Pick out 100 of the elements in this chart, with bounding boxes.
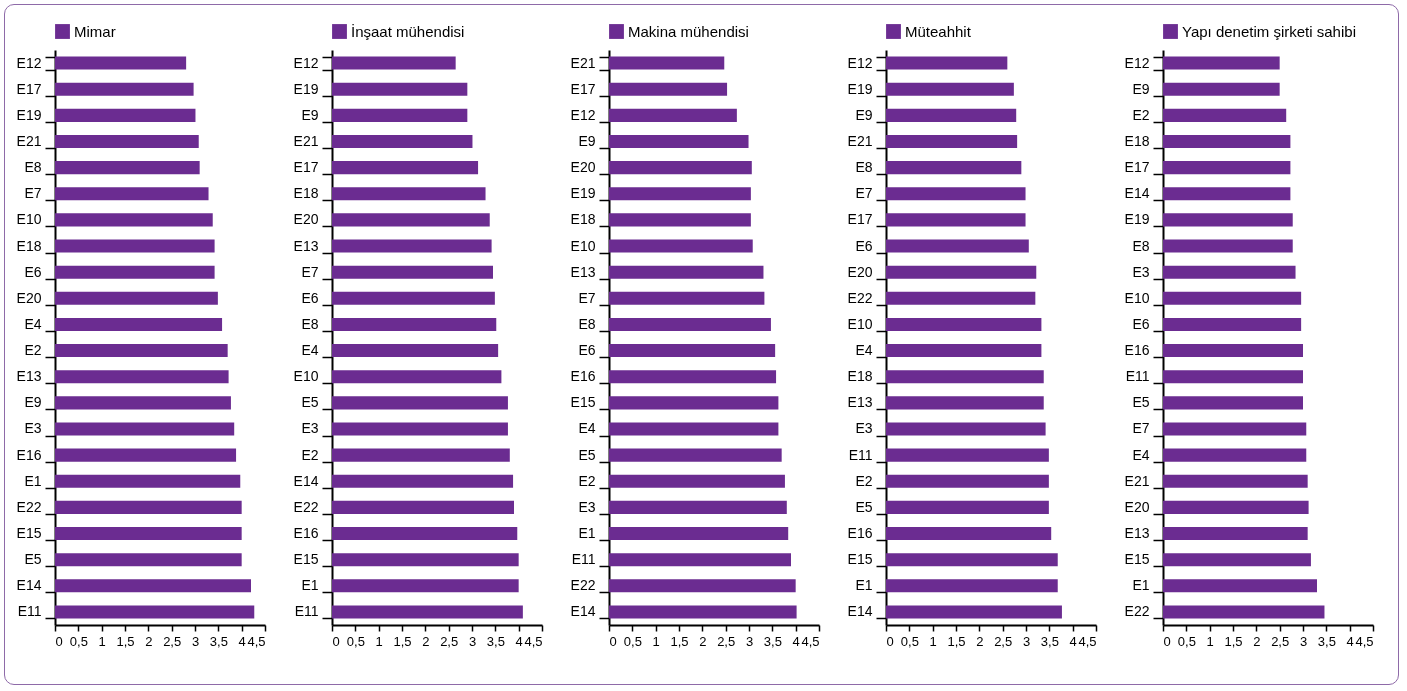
bar — [55, 370, 229, 384]
y-tick-label: E19 — [847, 80, 873, 97]
bar — [609, 370, 777, 384]
bar — [886, 370, 1044, 384]
bar — [609, 161, 752, 175]
x-tick-label: 2,5 — [994, 633, 1013, 649]
bar — [886, 448, 1049, 462]
bar — [1163, 579, 1317, 593]
legend-label: Mimar — [74, 22, 116, 40]
bar — [332, 526, 518, 541]
y-tick-label: E11 — [1125, 368, 1150, 385]
x-tick-label: 0 — [1163, 633, 1171, 649]
y-tick-label: E9 — [578, 132, 596, 149]
bar — [886, 553, 1058, 567]
y-tick-label: E20 — [293, 211, 319, 228]
y-tick-label: E17 — [847, 211, 873, 228]
y-tick-label: E15 — [570, 394, 596, 411]
bar — [886, 291, 1036, 305]
y-tick-label: E8 — [1132, 237, 1150, 254]
bar — [332, 474, 514, 488]
y-tick-label: E22 — [16, 498, 42, 515]
bar — [55, 344, 228, 358]
y-tick-label: E18 — [293, 185, 319, 202]
x-tick-label: 3 — [745, 633, 754, 649]
y-tick-label: E6 — [1132, 315, 1150, 332]
y-tick-label: E12 — [847, 54, 873, 71]
bar — [332, 108, 468, 122]
bar — [332, 291, 495, 305]
bar — [886, 344, 1042, 358]
bar — [886, 56, 1008, 70]
bar — [55, 317, 223, 331]
bar — [609, 500, 787, 514]
y-tick-label: E16 — [16, 446, 42, 463]
bar — [55, 134, 199, 149]
legend-label: İnşaat mühendisi — [351, 22, 465, 40]
y-tick-label: E2 — [24, 342, 42, 359]
y-tick-label: E3 — [24, 420, 42, 437]
y-tick-label: E4 — [1132, 446, 1150, 463]
bar — [332, 422, 508, 436]
y-tick-label: E13 — [847, 394, 873, 411]
y-tick-label: E4 — [578, 420, 596, 437]
y-tick-label: E1 — [301, 577, 319, 594]
y-tick-label: E8 — [855, 159, 873, 176]
y-tick-label: E3 — [855, 420, 873, 437]
bar — [332, 82, 468, 96]
bar — [609, 474, 785, 488]
y-tick-label: E18 — [847, 368, 873, 385]
y-tick-label: E16 — [847, 525, 873, 542]
bar — [332, 56, 456, 70]
y-tick-label: E7 — [578, 289, 596, 306]
y-tick-label: E8 — [578, 315, 596, 332]
bar — [609, 344, 776, 358]
bar — [1163, 134, 1291, 149]
bar — [1163, 291, 1302, 305]
bar — [55, 605, 255, 619]
y-tick-label: E15 — [847, 551, 873, 568]
y-tick-label: E2 — [578, 472, 596, 489]
x-tick-label: 0,5 — [1177, 633, 1196, 649]
x-tick-label: 2 — [145, 633, 153, 649]
bar — [886, 161, 1022, 175]
bar — [886, 579, 1058, 593]
bar — [55, 187, 209, 201]
bar — [332, 553, 519, 567]
y-tick-label: E9 — [301, 106, 319, 123]
y-tick-label: E6 — [24, 263, 42, 280]
bar — [609, 448, 782, 462]
y-tick-label: E5 — [578, 446, 596, 463]
y-tick-label: E2 — [1132, 106, 1150, 123]
bar — [609, 422, 779, 436]
x-tick-label: 1 — [375, 633, 383, 649]
y-tick-label: E15 — [293, 551, 319, 568]
x-tick-label: 3 — [191, 633, 200, 649]
y-tick-label: E5 — [301, 394, 319, 411]
y-tick-label: E10 — [293, 368, 319, 385]
y-tick-label: E22 — [570, 577, 596, 594]
y-tick-label: E20 — [570, 159, 596, 176]
y-tick-label: E21 — [16, 132, 42, 149]
bar — [1163, 605, 1325, 619]
x-tick-label: 0,5 — [900, 633, 919, 649]
legend-label: Müteahhit — [905, 22, 972, 40]
x-tick-label: 2,5 — [163, 633, 182, 649]
bar — [55, 161, 200, 175]
x-tick-label: 1 — [98, 633, 106, 649]
y-tick-label: E13 — [570, 263, 596, 280]
bar — [886, 317, 1042, 331]
y-tick-label: E19 — [16, 106, 42, 123]
bar — [1163, 265, 1296, 279]
x-tick-label: 1,5 — [1224, 633, 1243, 649]
y-tick-label: E14 — [293, 472, 319, 489]
y-tick-label: E17 — [1124, 159, 1150, 176]
bar — [609, 605, 797, 619]
bar — [332, 344, 499, 358]
bar — [55, 265, 215, 279]
bar — [1163, 108, 1287, 122]
y-tick-label: E5 — [1132, 394, 1150, 411]
bar — [1163, 422, 1307, 436]
bar — [1163, 448, 1307, 462]
bar — [609, 291, 765, 305]
x-tick-label: 2 — [976, 633, 984, 649]
x-tick-label: 0,5 — [69, 633, 88, 649]
